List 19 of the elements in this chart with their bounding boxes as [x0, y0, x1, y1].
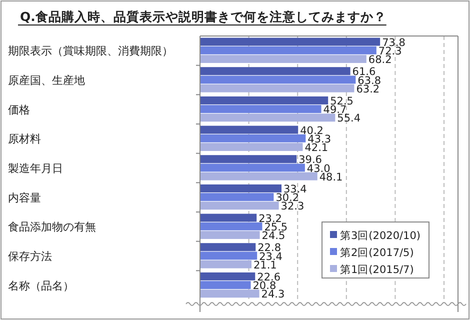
data-label: 24.5: [262, 230, 286, 242]
legend-label: 第2回(2017/5): [340, 247, 414, 259]
data-label: 48.1: [319, 171, 343, 184]
legend-label: 第1回(2015/7): [340, 264, 414, 276]
y-tick-label: 原材料: [8, 132, 41, 146]
data-label: 21.1: [253, 259, 277, 272]
y-tick-label: 原産国、生産地: [8, 74, 85, 87]
y-tick-label: 製造年月日: [8, 162, 63, 175]
data-label: 63.2: [356, 83, 380, 96]
y-tick-label: 内容量: [8, 191, 41, 204]
data-label: 42.1: [304, 142, 328, 154]
y-tick-label: 保存方法: [8, 250, 52, 263]
legend-label: 第3回(2020/10): [340, 230, 420, 242]
y-tick-label: 価格: [8, 103, 30, 116]
title: Q.食品購入時、品質表示や説明書きで何を注意してみますか？: [20, 9, 386, 24]
y-tick-label: 期限表示（賞味期限、消費期限）: [8, 44, 173, 58]
data-label: 68.2: [368, 54, 392, 66]
y-tick-label: 名称（品名）: [8, 279, 74, 292]
y-tick-label: 食品添加物の有無: [8, 220, 96, 234]
